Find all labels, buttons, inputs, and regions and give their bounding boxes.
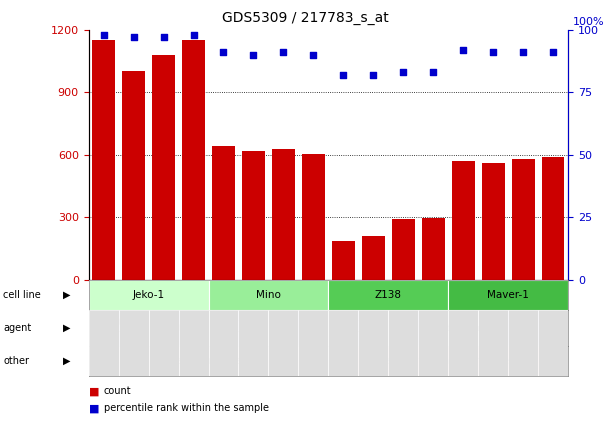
Text: sotrastaurin
n: sotrastaurin n <box>93 319 145 338</box>
Bar <box>298 310 329 376</box>
Bar <box>448 280 568 310</box>
Bar <box>238 310 268 376</box>
Bar <box>89 310 148 346</box>
Text: other: other <box>3 356 29 366</box>
Point <box>309 51 318 58</box>
Point <box>428 69 438 75</box>
Bar <box>119 310 148 376</box>
Bar <box>389 310 419 376</box>
Bar <box>422 218 445 280</box>
Point <box>548 49 558 55</box>
Text: control: control <box>164 324 194 332</box>
Text: ▶: ▶ <box>64 356 71 366</box>
Point <box>458 46 468 53</box>
Bar <box>178 310 208 376</box>
Bar <box>242 151 265 280</box>
Bar <box>419 310 448 376</box>
Bar <box>478 310 508 376</box>
Text: sotrastaurin
n: sotrastaurin n <box>213 319 265 338</box>
Text: sotrastaurin-sensitive: sotrastaurin-sensitive <box>152 356 265 366</box>
Text: GDS5309 / 217783_s_at: GDS5309 / 217783_s_at <box>222 11 389 25</box>
Bar <box>448 310 478 376</box>
Text: Maver-1: Maver-1 <box>488 290 529 300</box>
Bar <box>208 310 268 346</box>
Bar <box>448 310 478 346</box>
Text: sotrastaurin: sotrastaurin <box>437 324 489 332</box>
Text: control: control <box>508 324 538 332</box>
Bar <box>89 280 208 310</box>
Bar <box>329 310 359 376</box>
Bar <box>122 71 145 280</box>
Bar <box>359 310 389 376</box>
Text: agent: agent <box>3 323 31 333</box>
Bar <box>148 310 178 376</box>
Point <box>488 49 498 55</box>
Text: Jeko-1: Jeko-1 <box>133 290 164 300</box>
Bar <box>508 310 538 376</box>
Bar <box>452 161 475 280</box>
Text: ■: ■ <box>89 403 99 413</box>
Bar <box>482 163 505 280</box>
Bar <box>92 40 115 280</box>
Bar <box>329 310 389 346</box>
Point <box>249 51 258 58</box>
Text: ▶: ▶ <box>64 290 71 300</box>
Text: Mino: Mino <box>256 290 281 300</box>
Bar <box>329 346 568 376</box>
Point <box>99 31 109 38</box>
Bar <box>268 310 298 376</box>
Bar <box>182 40 205 280</box>
Text: sotrastaurin-insensitive: sotrastaurin-insensitive <box>387 356 510 366</box>
Point <box>279 49 288 55</box>
Text: control: control <box>284 324 313 332</box>
Bar <box>332 241 354 280</box>
Point <box>129 34 139 41</box>
Bar <box>362 236 384 280</box>
Bar <box>208 310 238 376</box>
Bar <box>208 280 329 310</box>
Bar <box>148 310 208 346</box>
Text: sotrastaurin
n: sotrastaurin n <box>332 319 384 338</box>
Bar <box>329 280 448 310</box>
Bar <box>392 219 415 280</box>
Point <box>219 49 229 55</box>
Bar <box>538 310 568 376</box>
Point <box>398 69 408 75</box>
Bar <box>302 154 324 280</box>
Bar <box>389 310 448 346</box>
Bar <box>268 310 329 346</box>
Text: ▶: ▶ <box>64 323 71 333</box>
Point <box>189 31 199 38</box>
Bar <box>89 346 329 376</box>
Text: control: control <box>403 324 433 332</box>
Point <box>338 71 348 78</box>
Bar <box>273 149 295 280</box>
Text: ■: ■ <box>89 386 99 396</box>
Bar <box>212 146 235 280</box>
Bar <box>152 55 175 280</box>
Bar <box>512 159 535 280</box>
Bar <box>542 157 565 280</box>
Point <box>368 71 378 78</box>
Text: cell line: cell line <box>3 290 41 300</box>
Text: percentile rank within the sample: percentile rank within the sample <box>104 403 269 413</box>
Bar <box>89 310 119 376</box>
Point <box>159 34 169 41</box>
Text: 100%: 100% <box>573 17 604 27</box>
Bar <box>478 310 568 346</box>
Text: count: count <box>104 386 131 396</box>
Text: Z138: Z138 <box>375 290 402 300</box>
Point <box>518 49 528 55</box>
